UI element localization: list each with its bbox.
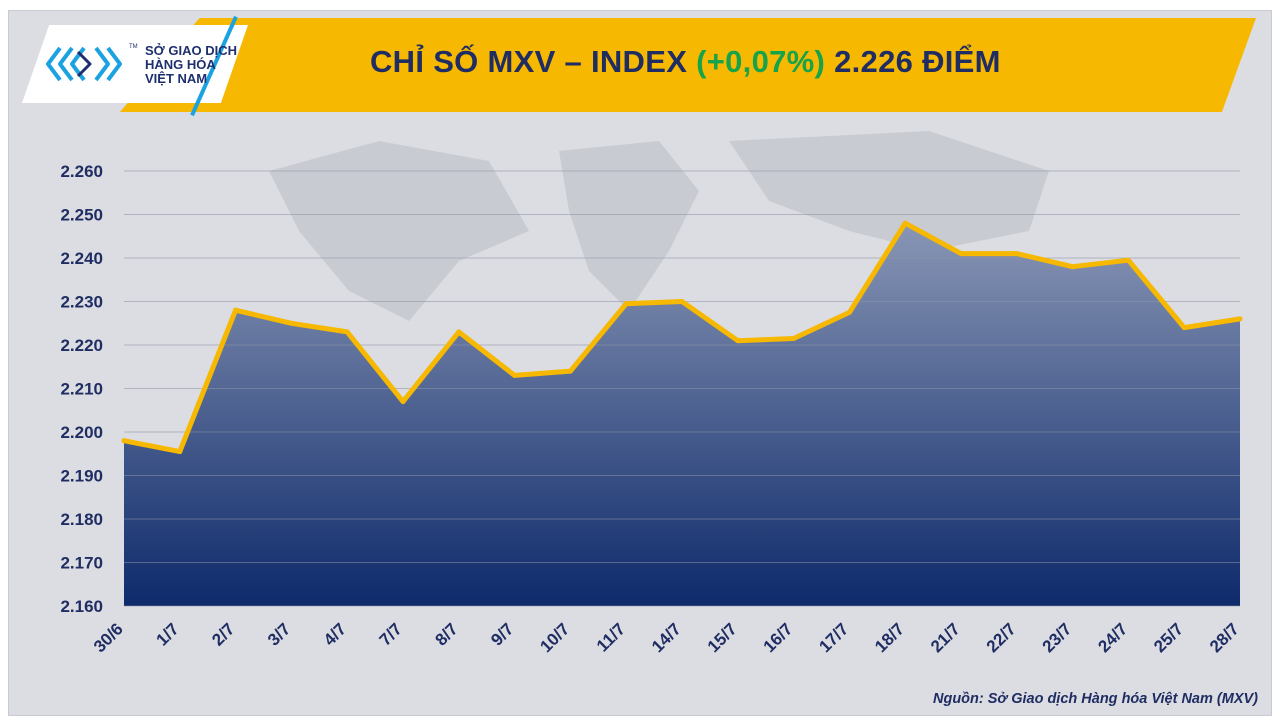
data-point <box>623 301 629 307</box>
title-value: 2.226 ĐIỂM <box>834 44 1001 79</box>
x-tick-label: 30/6 <box>90 619 127 656</box>
x-tick-label: 22/7 <box>983 619 1020 656</box>
y-tick-label: 2.210 <box>60 380 103 399</box>
x-tick-label: 4/7 <box>320 619 350 649</box>
data-point <box>846 309 852 315</box>
chart-title: CHỈ SỐ MXV – INDEX (+0,07%) 2.226 ĐIỂM <box>370 44 1001 80</box>
y-tick-label: 2.240 <box>60 249 103 268</box>
data-point <box>233 307 239 313</box>
y-tick-label: 2.200 <box>60 423 103 442</box>
y-tick-label: 2.260 <box>60 162 103 181</box>
data-point <box>288 320 294 326</box>
data-point <box>735 338 741 344</box>
x-tick-label: 1/7 <box>152 619 182 649</box>
x-tick-label: 2/7 <box>208 619 238 649</box>
data-point <box>1237 316 1243 322</box>
x-tick-label: 9/7 <box>487 619 517 649</box>
source-note: Nguồn: Sở Giao dịch Hàng hóa Việt Nam (M… <box>933 691 1258 707</box>
data-point <box>1125 257 1131 263</box>
x-tick-label: 18/7 <box>871 619 908 656</box>
mxv-chevron-logo-icon <box>46 46 122 82</box>
x-tick-label: 21/7 <box>927 619 964 656</box>
x-tick-label: 17/7 <box>815 619 852 656</box>
title-change: (+0,07%) <box>696 44 826 79</box>
x-tick-label: 10/7 <box>536 619 573 656</box>
data-point <box>344 329 350 335</box>
data-point <box>121 438 127 444</box>
y-tick-label: 2.250 <box>60 206 103 225</box>
logo-line-2: HÀNG HÓA <box>145 57 216 72</box>
x-tick-label: 16/7 <box>760 619 797 656</box>
y-tick-label: 2.180 <box>60 510 103 529</box>
y-tick-label: 2.160 <box>60 597 103 616</box>
data-point <box>400 399 406 405</box>
title-main: CHỈ SỐ MXV – INDEX <box>370 44 688 79</box>
data-point <box>512 372 518 378</box>
x-tick-label: 11/7 <box>593 619 629 655</box>
data-point <box>791 335 797 341</box>
trademark-mark: TM <box>129 44 138 50</box>
data-point <box>958 251 964 257</box>
x-tick-label: 28/7 <box>1206 619 1243 656</box>
y-tick-label: 2.190 <box>60 467 103 486</box>
data-point <box>1070 264 1076 270</box>
data-point <box>1014 251 1020 257</box>
area-fill <box>124 223 1240 606</box>
data-point <box>902 220 908 226</box>
logo-text: SỞ GIAO DỊCH HÀNG HÓA VIỆT NAM <box>145 44 237 86</box>
title-banner <box>120 18 1256 112</box>
logo-line-1: SỞ GIAO DỊCH <box>145 43 237 58</box>
data-point <box>1181 325 1187 331</box>
x-tick-label: 8/7 <box>431 619 461 649</box>
y-tick-label: 2.220 <box>60 336 103 355</box>
logo-line-3: VIỆT NAM <box>145 71 208 86</box>
x-tick-label: 24/7 <box>1094 619 1131 656</box>
data-point <box>456 329 462 335</box>
x-tick-label: 25/7 <box>1150 619 1187 656</box>
y-tick-label: 2.170 <box>60 554 103 573</box>
x-tick-label: 23/7 <box>1039 619 1076 656</box>
data-point <box>567 368 573 374</box>
x-tick-label: 14/7 <box>648 619 685 656</box>
data-point <box>679 299 685 304</box>
x-tick-label: 15/7 <box>704 619 741 656</box>
x-tick-label: 7/7 <box>376 619 406 649</box>
x-tick-label: 3/7 <box>264 619 294 649</box>
y-tick-label: 2.230 <box>60 293 103 312</box>
data-point <box>177 449 183 455</box>
